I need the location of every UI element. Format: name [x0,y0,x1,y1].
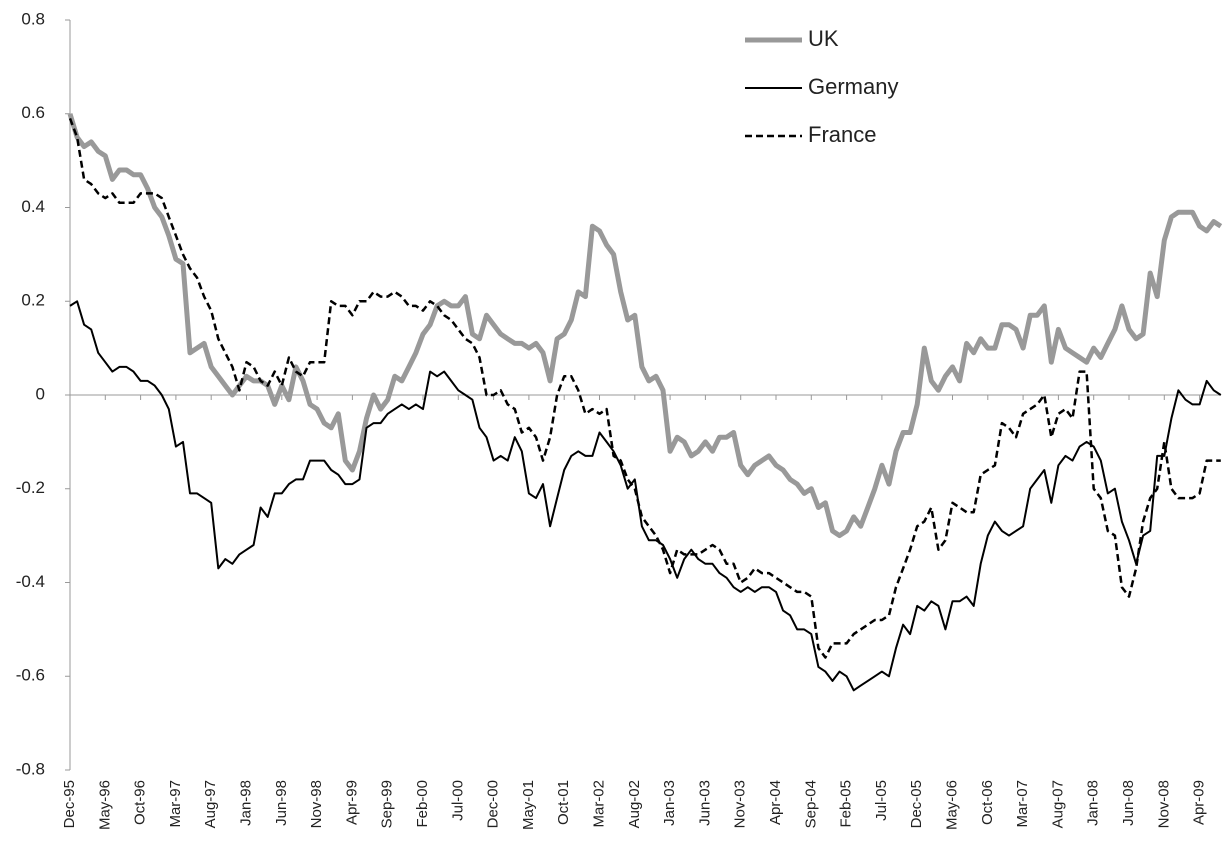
x-tick-label: Jun-98 [273,780,290,826]
x-tick-label: Jun-08 [1120,780,1137,826]
y-tick-label: 0 [36,384,45,403]
x-tick-label: Jan-03 [661,780,678,826]
x-tick-label: Oct-96 [132,780,149,825]
x-tick-label: Aug-07 [1049,780,1066,828]
legend-label: Germany [808,74,898,99]
x-tick-label: May-96 [96,780,113,830]
x-tick-label: Dec-95 [61,780,78,828]
x-tick-label: May-06 [943,780,960,830]
y-tick-label: -0.2 [16,478,45,497]
y-tick-label: 0.6 [21,103,45,122]
y-tick-label: -0.8 [16,759,45,778]
x-tick-label: Dec-00 [485,780,502,828]
legend-label: France [808,122,876,147]
x-tick-label: Mar-97 [167,780,184,828]
x-tick-label: May-01 [520,780,537,830]
x-tick-label: Nov-98 [308,780,325,828]
x-tick-label: Mar-07 [1014,780,1031,828]
series-line [69,300,1222,692]
x-tick-label: Jul-00 [449,780,466,821]
x-tick-label: Apr-09 [1191,780,1208,825]
x-tick-label: Dec-05 [908,780,925,828]
x-tick-label: Apr-99 [343,780,360,825]
x-tick-label: Jan-08 [1085,780,1102,826]
y-tick-label: -0.4 [16,572,45,591]
x-tick-label: Aug-02 [626,780,643,828]
x-tick-label: Apr-04 [767,780,784,825]
x-tick-label: Jun-03 [696,780,713,826]
x-tick-label: Mar-02 [590,780,607,828]
y-tick-label: 0.2 [21,291,45,310]
y-tick-label: 0.4 [21,197,45,216]
x-tick-label: Aug-97 [202,780,219,828]
x-tick-label: Feb-00 [414,780,431,828]
y-tick-label: 0.8 [21,9,45,28]
x-tick-label: Nov-03 [732,780,749,828]
x-tick-label: Oct-06 [979,780,996,825]
series-line [67,113,1223,539]
x-tick-label: Sep-99 [379,780,396,828]
x-tick-label: Jul-05 [873,780,890,821]
legend-label: UK [808,26,839,51]
x-tick-label: Sep-04 [802,780,819,828]
series-line [68,117,1221,659]
y-tick-label: -0.6 [16,666,45,685]
x-tick-label: Oct-01 [555,780,572,825]
x-tick-label: Feb-05 [838,780,855,828]
x-tick-label: Nov-08 [1155,780,1172,828]
x-tick-label: Jan-98 [237,780,254,826]
